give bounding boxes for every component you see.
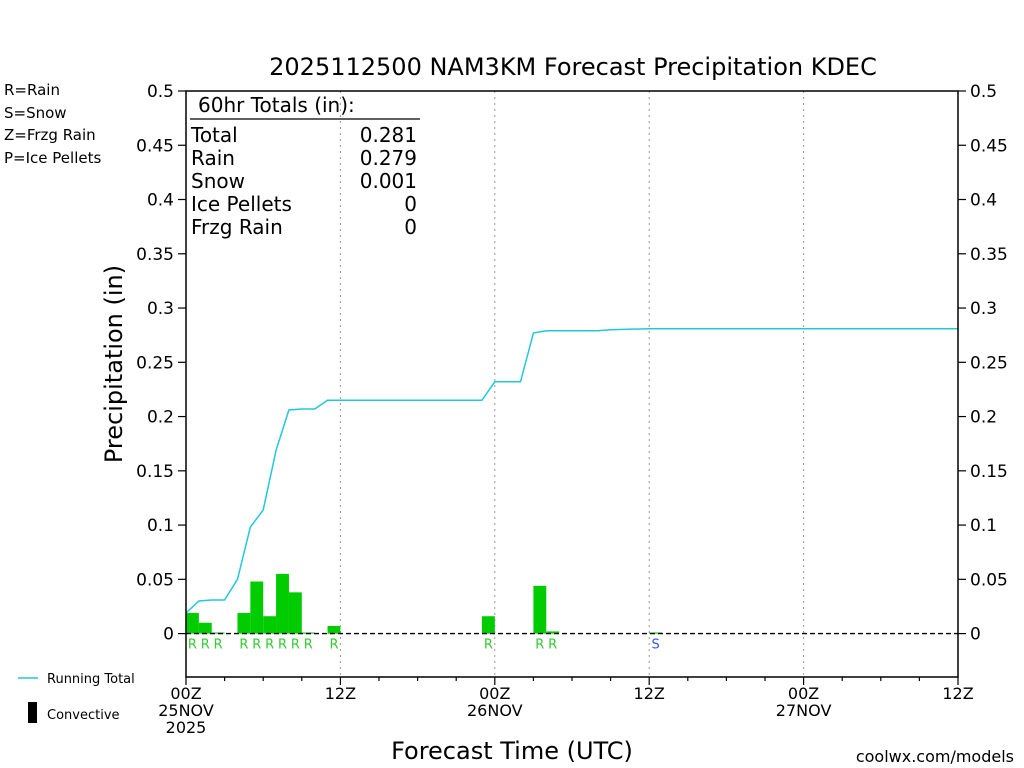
legend-rain: R=Rain	[4, 81, 60, 99]
totals-box: 60hr Totals (in): Total 0.281 Rain 0.279 Sno…	[190, 93, 420, 239]
totals-row-value: 0.001	[360, 169, 417, 193]
precip-bar	[237, 612, 251, 634]
y-tick-label-left: 0.4	[147, 191, 174, 211]
precip-type-marker: R	[304, 638, 313, 653]
precip-type-marker: R	[278, 638, 287, 653]
bar-series	[186, 573, 663, 634]
y-tick-label-right: 0.15	[970, 462, 1008, 482]
precip-bar	[250, 581, 264, 634]
precip-type-marker: R	[548, 638, 557, 653]
precip-bar	[288, 592, 302, 634]
x-tick-label: 25NOV	[158, 701, 214, 720]
x-tick-label: 00Z	[170, 684, 201, 703]
x-tick-label: 12Z	[325, 684, 356, 703]
totals-title: 60hr Totals (in):	[198, 93, 355, 117]
y-tick-label-left: 0.45	[136, 136, 174, 156]
y-tick-label-right: 0.25	[970, 353, 1008, 373]
running-total-series	[185, 327, 958, 614]
precip-bar	[546, 631, 560, 634]
precip-type-marker: S	[652, 638, 660, 653]
y-axis-label: Precipitation (in)	[100, 265, 128, 463]
totals-row-label: Ice Pellets	[191, 192, 292, 216]
y-tick-label-left: 0.5	[147, 82, 174, 102]
precip-type-marker: R	[484, 638, 493, 653]
precip-type-marker: R	[239, 638, 248, 653]
precip-bar	[481, 616, 495, 634]
precip-type-marker: R	[291, 638, 300, 653]
precip-bar	[327, 625, 341, 634]
y-tick-label-left: 0	[163, 625, 174, 645]
totals-row-value: 0.281	[360, 123, 417, 147]
running-total-legend-label: Running Total	[47, 672, 135, 687]
precip-bar	[198, 622, 212, 634]
totals-row-label: Rain	[191, 146, 235, 170]
precip-type-marker: R	[252, 638, 261, 653]
precip-type-legend: R=Rain S=Snow Z=Frzg Rain P=Ice Pellets	[4, 81, 101, 167]
running-total-line	[185, 327, 958, 614]
y-tick-label-left: 0.1	[147, 516, 174, 536]
x-tick-label: 00Z	[479, 684, 510, 703]
x-tick-label: 12Z	[942, 684, 973, 703]
precip-type-marker: R	[214, 638, 223, 653]
bottom-legend: Running Total Convective	[18, 672, 135, 723]
y-tick-label-right: 0.35	[970, 245, 1008, 265]
precip-bar	[649, 632, 663, 634]
precip-bar	[533, 585, 547, 634]
precip-type-marker: R	[201, 638, 210, 653]
x-axis-label: Forecast Time (UTC)	[391, 737, 633, 765]
axes	[185, 90, 959, 678]
y-tick-label-right: 0.3	[970, 299, 997, 319]
y-tick-label-right: 0.1	[970, 516, 997, 536]
x-tick-label: 26NOV	[467, 701, 523, 720]
y-tick-label-left: 0.05	[136, 570, 174, 590]
x-tick-label: 12Z	[634, 684, 665, 703]
plot-frame	[185, 90, 959, 678]
totals-row-value: 0	[404, 215, 417, 239]
totals-row-label: Total	[190, 123, 238, 147]
convective-legend-label: Convective	[47, 708, 120, 723]
legend-frzg-rain: Z=Frzg Rain	[4, 126, 96, 144]
precip-type-marker: R	[265, 638, 274, 653]
y-tick-label-left: 0.2	[147, 408, 174, 428]
y-tick-label-right: 0.45	[970, 136, 1008, 156]
x-tick-label: 2025	[166, 718, 207, 737]
legend-snow: S=Snow	[4, 104, 67, 122]
precip-bar	[276, 573, 289, 634]
y-axis-ticks: 0 00.05 0.050.1 0.10.15 0.150.2 0.20.25 0.250.…	[136, 82, 1008, 645]
y-tick-label-left: 0.15	[136, 462, 174, 482]
y-tick-label-left: 0.3	[147, 299, 174, 319]
watermark: coolwx.com/models	[856, 747, 1014, 766]
precip-bar	[186, 612, 199, 634]
chart-title: 2025112500 NAM3KM Forecast Precipitation…	[269, 53, 877, 81]
x-tick-label: 27NOV	[776, 701, 832, 720]
precip-bar	[263, 616, 277, 634]
convective-legend-swatch	[28, 702, 37, 723]
y-tick-label-right: 0.05	[970, 570, 1008, 590]
y-tick-label-right: 0	[970, 625, 981, 645]
totals-row-value: 0.279	[360, 146, 417, 170]
y-tick-label-right: 0.5	[970, 82, 997, 102]
x-tick-label: 00Z	[788, 684, 819, 703]
totals-row-label: Snow	[191, 169, 245, 193]
legend-ice-pellets: P=Ice Pellets	[4, 149, 101, 167]
y-tick-label-right: 0.2	[970, 408, 997, 428]
precip-type-marker: R	[188, 638, 197, 653]
grid-lines	[339, 91, 805, 677]
y-tick-label-left: 0.25	[136, 353, 174, 373]
precip-type-marker: R	[535, 638, 544, 653]
y-tick-label-left: 0.35	[136, 245, 174, 265]
precip-type-marker: R	[329, 638, 338, 653]
totals-row-label: Frzg Rain	[191, 215, 283, 239]
y-tick-label-right: 0.4	[970, 191, 997, 211]
totals-row-value: 0	[404, 192, 417, 216]
